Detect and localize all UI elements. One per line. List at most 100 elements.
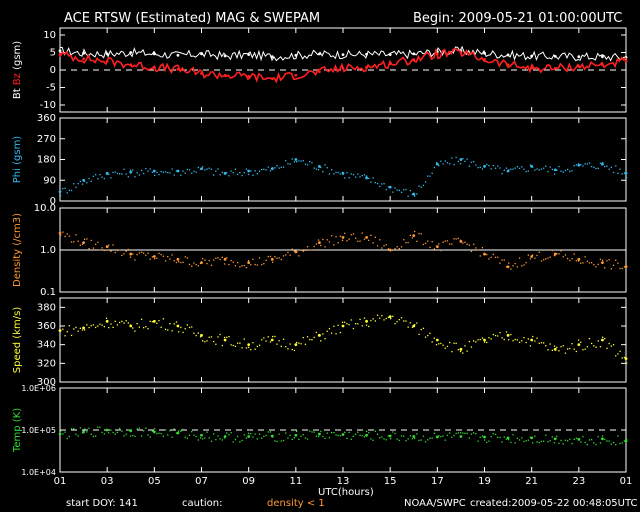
temp-sample [359, 434, 361, 436]
speed-sample [623, 356, 626, 359]
x-tick-label: 07 [195, 476, 208, 487]
temp-sample [79, 427, 81, 429]
temp-sample [154, 428, 156, 430]
density-sample [247, 260, 250, 262]
density-sample [508, 262, 510, 264]
speed-sample [359, 318, 361, 320]
speed-sample [241, 347, 243, 349]
temp-sample [213, 433, 215, 435]
temp-sample [392, 431, 394, 433]
speed-sample [396, 321, 398, 323]
speed-sample [116, 324, 119, 326]
speed-sample [276, 343, 278, 345]
speed-sample [121, 320, 123, 322]
phi-sample [470, 161, 473, 163]
temp-sample [70, 428, 73, 430]
phi-sample [335, 171, 337, 174]
speed-sample [324, 338, 326, 340]
density-sample [427, 240, 429, 242]
phi-sample [230, 170, 232, 172]
phi-sample [333, 173, 335, 175]
phi-sample [175, 170, 178, 172]
speed-sample [453, 342, 455, 344]
phi-sample [254, 170, 256, 172]
speed-point [200, 333, 203, 337]
density-sample [481, 247, 484, 249]
density-sample [558, 253, 560, 255]
phi-sample [346, 172, 348, 174]
speed-sample [81, 329, 84, 331]
density-sample [379, 239, 381, 241]
phi-sample [160, 170, 162, 173]
mag-point [247, 74, 251, 78]
temp-sample [348, 431, 350, 434]
speed-sample [379, 317, 381, 319]
density-point [318, 241, 321, 245]
speed-sample [621, 357, 623, 359]
temp-sample [73, 428, 75, 430]
density-sample [457, 237, 459, 240]
density-sample [424, 242, 427, 244]
phi-sample [580, 164, 582, 166]
temp-sample [337, 434, 339, 437]
temp-point [553, 437, 557, 441]
speed-sample [477, 339, 479, 341]
temp-sample [208, 437, 210, 439]
phi-sample [101, 176, 103, 178]
phi-sample [348, 177, 350, 179]
phi-sample [62, 187, 64, 190]
temp-sample [221, 439, 223, 441]
temp-sample [197, 439, 199, 441]
density-sample [374, 236, 376, 238]
phi-sample [258, 170, 261, 172]
temp-sample [473, 432, 475, 434]
phi-sample [560, 170, 562, 172]
density-sample [169, 258, 171, 260]
temp-sample [125, 433, 127, 435]
density-sample [75, 234, 77, 236]
density-point [176, 257, 180, 261]
speed-sample [518, 341, 521, 343]
density-sample [534, 257, 536, 259]
speed-sample [422, 327, 425, 329]
temp-sample [119, 427, 121, 430]
temp-sample [564, 439, 567, 441]
phi-sample [387, 186, 390, 188]
temp-sample [204, 437, 206, 439]
density-sample [197, 265, 199, 267]
speed-sample [433, 337, 435, 339]
density-sample [549, 256, 551, 258]
phi-sample [577, 163, 580, 165]
temp-point [506, 436, 510, 440]
temp-sample [416, 433, 418, 435]
density-sample [180, 261, 182, 264]
phi-point [129, 170, 133, 174]
x-tick-label: 03 [101, 476, 114, 487]
phi-frame [59, 117, 627, 202]
density-sample [237, 262, 239, 264]
temp-sample [372, 439, 374, 441]
temp-sample [81, 432, 84, 434]
density-sample [317, 239, 320, 241]
temp-sample [453, 434, 455, 437]
density-sample [564, 254, 567, 256]
phi-sample [293, 161, 296, 163]
temp-sample [431, 437, 433, 439]
density-sample [60, 234, 62, 236]
temp-point [412, 435, 416, 438]
phi-sample [180, 174, 182, 176]
temp-sample [188, 434, 191, 436]
phi-sample [365, 175, 368, 177]
phi-sample [114, 171, 116, 173]
temp-sample [156, 432, 158, 435]
density-sample [361, 232, 363, 234]
density-sample [394, 248, 396, 250]
phi-sample [501, 173, 503, 175]
phi-sample [462, 158, 464, 160]
phi-sample [60, 194, 62, 197]
density-sample [499, 262, 501, 264]
speed-sample [420, 328, 422, 331]
speed-sample [403, 320, 405, 322]
speed-sample [473, 340, 475, 342]
phi-sample [588, 162, 591, 164]
